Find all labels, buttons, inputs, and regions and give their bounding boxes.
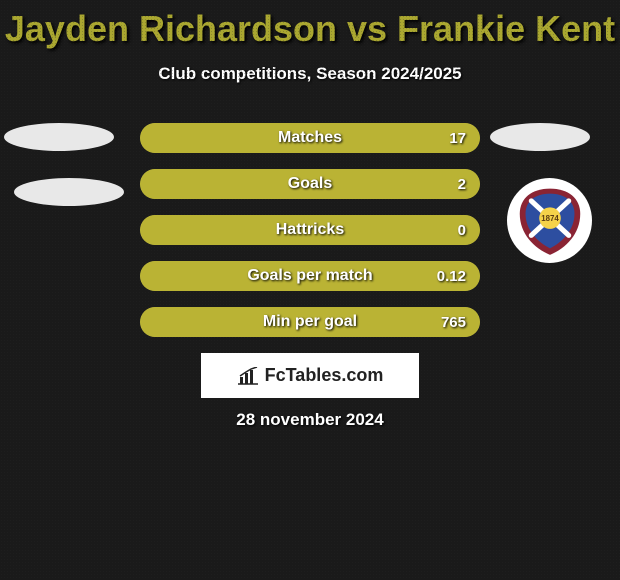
stat-bars: Matches17 Goals2 Hattricks0 Goals per match… xyxy=(140,123,480,353)
page-title: Jayden Richardson vs Frankie Kent xyxy=(0,0,620,50)
placeholder-ellipse-left-2 xyxy=(14,178,124,206)
placeholder-ellipse-left-1 xyxy=(4,123,114,151)
stat-bar-value: 2 xyxy=(458,176,466,193)
stat-bar-label: Hattricks xyxy=(140,221,480,239)
stat-bar: Goals per match0.12 xyxy=(140,261,480,291)
stat-bar: Matches17 xyxy=(140,123,480,153)
crest-year: 1874 xyxy=(541,214,559,223)
stat-bar-value: 765 xyxy=(441,314,466,331)
stat-bar: Goals2 xyxy=(140,169,480,199)
footer-brand-box[interactable]: FcTables.com xyxy=(201,353,419,398)
footer-brand-text: FcTables.com xyxy=(265,365,384,386)
stat-bar-label: Goals xyxy=(140,175,480,193)
club-crest: 1874 xyxy=(507,178,592,263)
stat-bar-value: 0 xyxy=(458,222,466,239)
stat-bar-value: 17 xyxy=(449,130,466,147)
snapshot-date: 28 november 2024 xyxy=(0,410,620,430)
stat-bar-value: 0.12 xyxy=(437,268,466,285)
crest-svg: 1874 xyxy=(514,185,586,257)
stat-bar-label: Min per goal xyxy=(140,313,480,331)
stat-bar-label: Goals per match xyxy=(140,267,480,285)
bar-chart-icon xyxy=(237,367,259,385)
placeholder-ellipse-right-1 xyxy=(490,123,590,151)
page-subtitle: Club competitions, Season 2024/2025 xyxy=(0,64,620,84)
stat-bar: Min per goal765 xyxy=(140,307,480,337)
stat-bar-label: Matches xyxy=(140,129,480,147)
stat-bar: Hattricks0 xyxy=(140,215,480,245)
